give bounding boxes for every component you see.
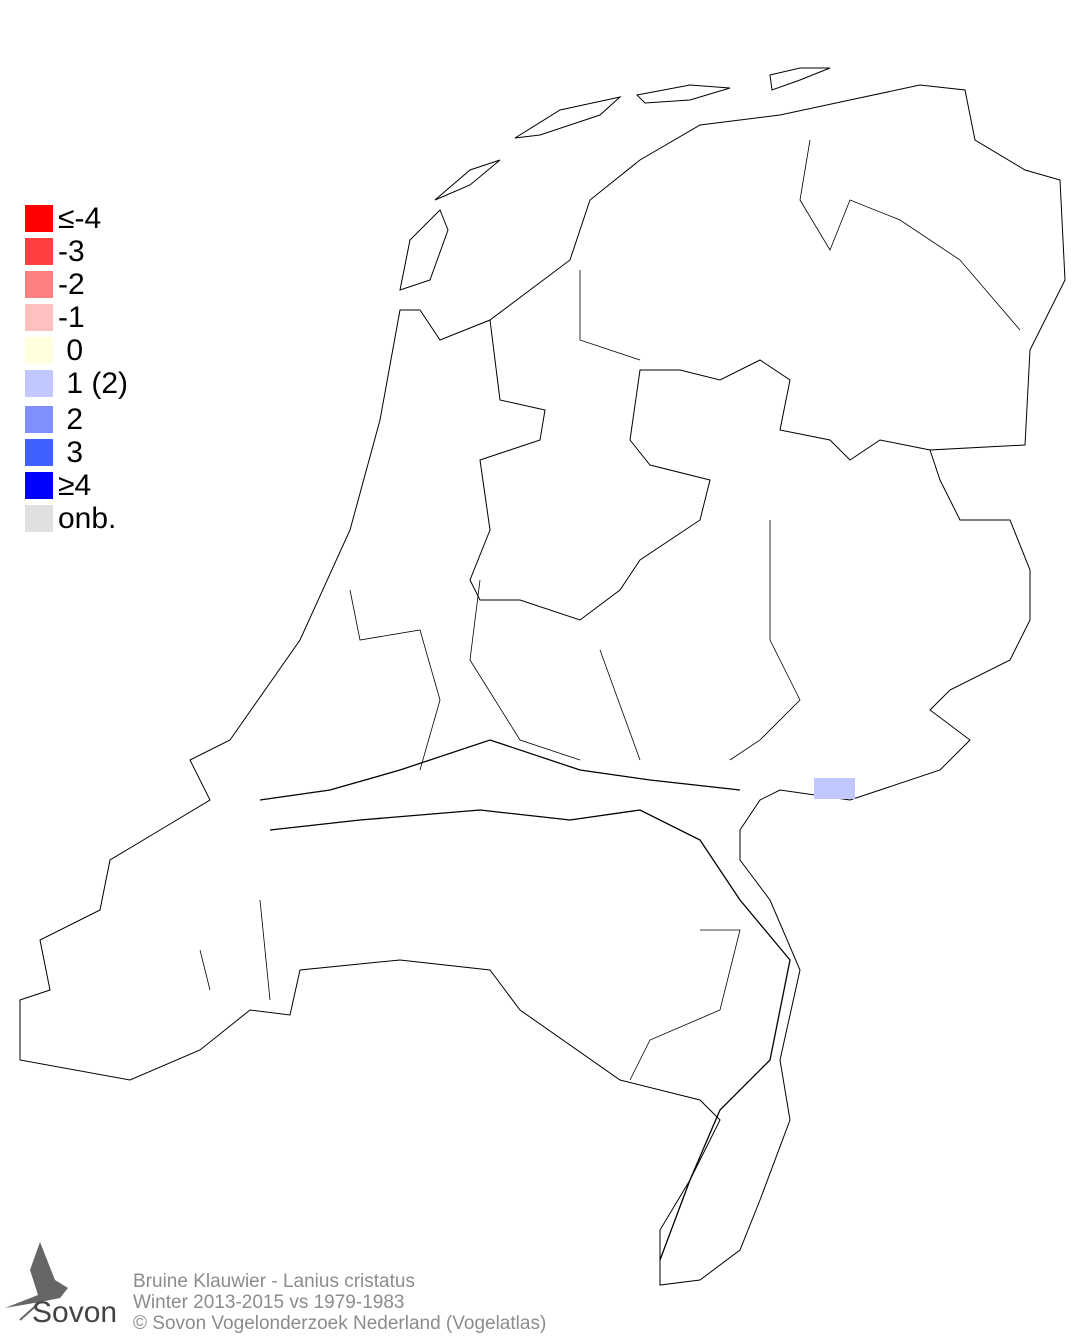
terschelling-island bbox=[514, 96, 622, 139]
legend-label: -3 bbox=[58, 235, 85, 268]
texel-island bbox=[399, 209, 449, 291]
legend-label: -1 bbox=[58, 301, 85, 334]
map-cell-value-1 bbox=[814, 778, 855, 799]
legend-label: 1 (2) bbox=[58, 367, 129, 400]
vlieland-island bbox=[434, 159, 501, 201]
legend-label: onb. bbox=[58, 502, 117, 535]
species-title: Bruine Klauwier - Lanius cristatus bbox=[133, 1271, 415, 1292]
legend-swatch bbox=[25, 238, 53, 265]
legend-label: -2 bbox=[58, 268, 85, 301]
map-caption: Bruine Klauwier - Lanius cristatus Winte… bbox=[133, 1271, 546, 1334]
legend-label: 3 bbox=[58, 436, 84, 469]
legend-label: 0 bbox=[58, 334, 84, 367]
country-outline bbox=[19, 84, 1066, 1286]
legend-swatch bbox=[25, 505, 53, 532]
legend-label: ≥4 bbox=[58, 469, 92, 502]
period-subtitle: Winter 2013-2015 vs 1979-1983 bbox=[133, 1292, 405, 1313]
logo-text: Sovon bbox=[32, 1296, 118, 1329]
legend-label: 2 bbox=[58, 403, 84, 436]
legend-label: ≤-4 bbox=[58, 202, 102, 235]
rivers bbox=[259, 739, 791, 1261]
legend-swatch bbox=[25, 337, 53, 364]
legend-swatch bbox=[25, 406, 53, 433]
copyright: © Sovon Vogelonderzoek Nederland (Vogela… bbox=[133, 1313, 547, 1334]
legend-swatch bbox=[25, 205, 53, 232]
legend-swatch bbox=[25, 271, 53, 298]
legend-swatch bbox=[25, 472, 53, 499]
schiermonnikoog-island bbox=[769, 67, 831, 91]
legend-swatch bbox=[25, 439, 53, 466]
legend-swatch bbox=[25, 304, 53, 331]
ameland-island bbox=[635, 84, 731, 104]
legend-swatch bbox=[25, 370, 53, 397]
province-borders bbox=[199, 139, 1021, 1081]
sovon-swallow-logo bbox=[5, 1242, 68, 1321]
ijsselmeer-shore bbox=[469, 319, 931, 621]
